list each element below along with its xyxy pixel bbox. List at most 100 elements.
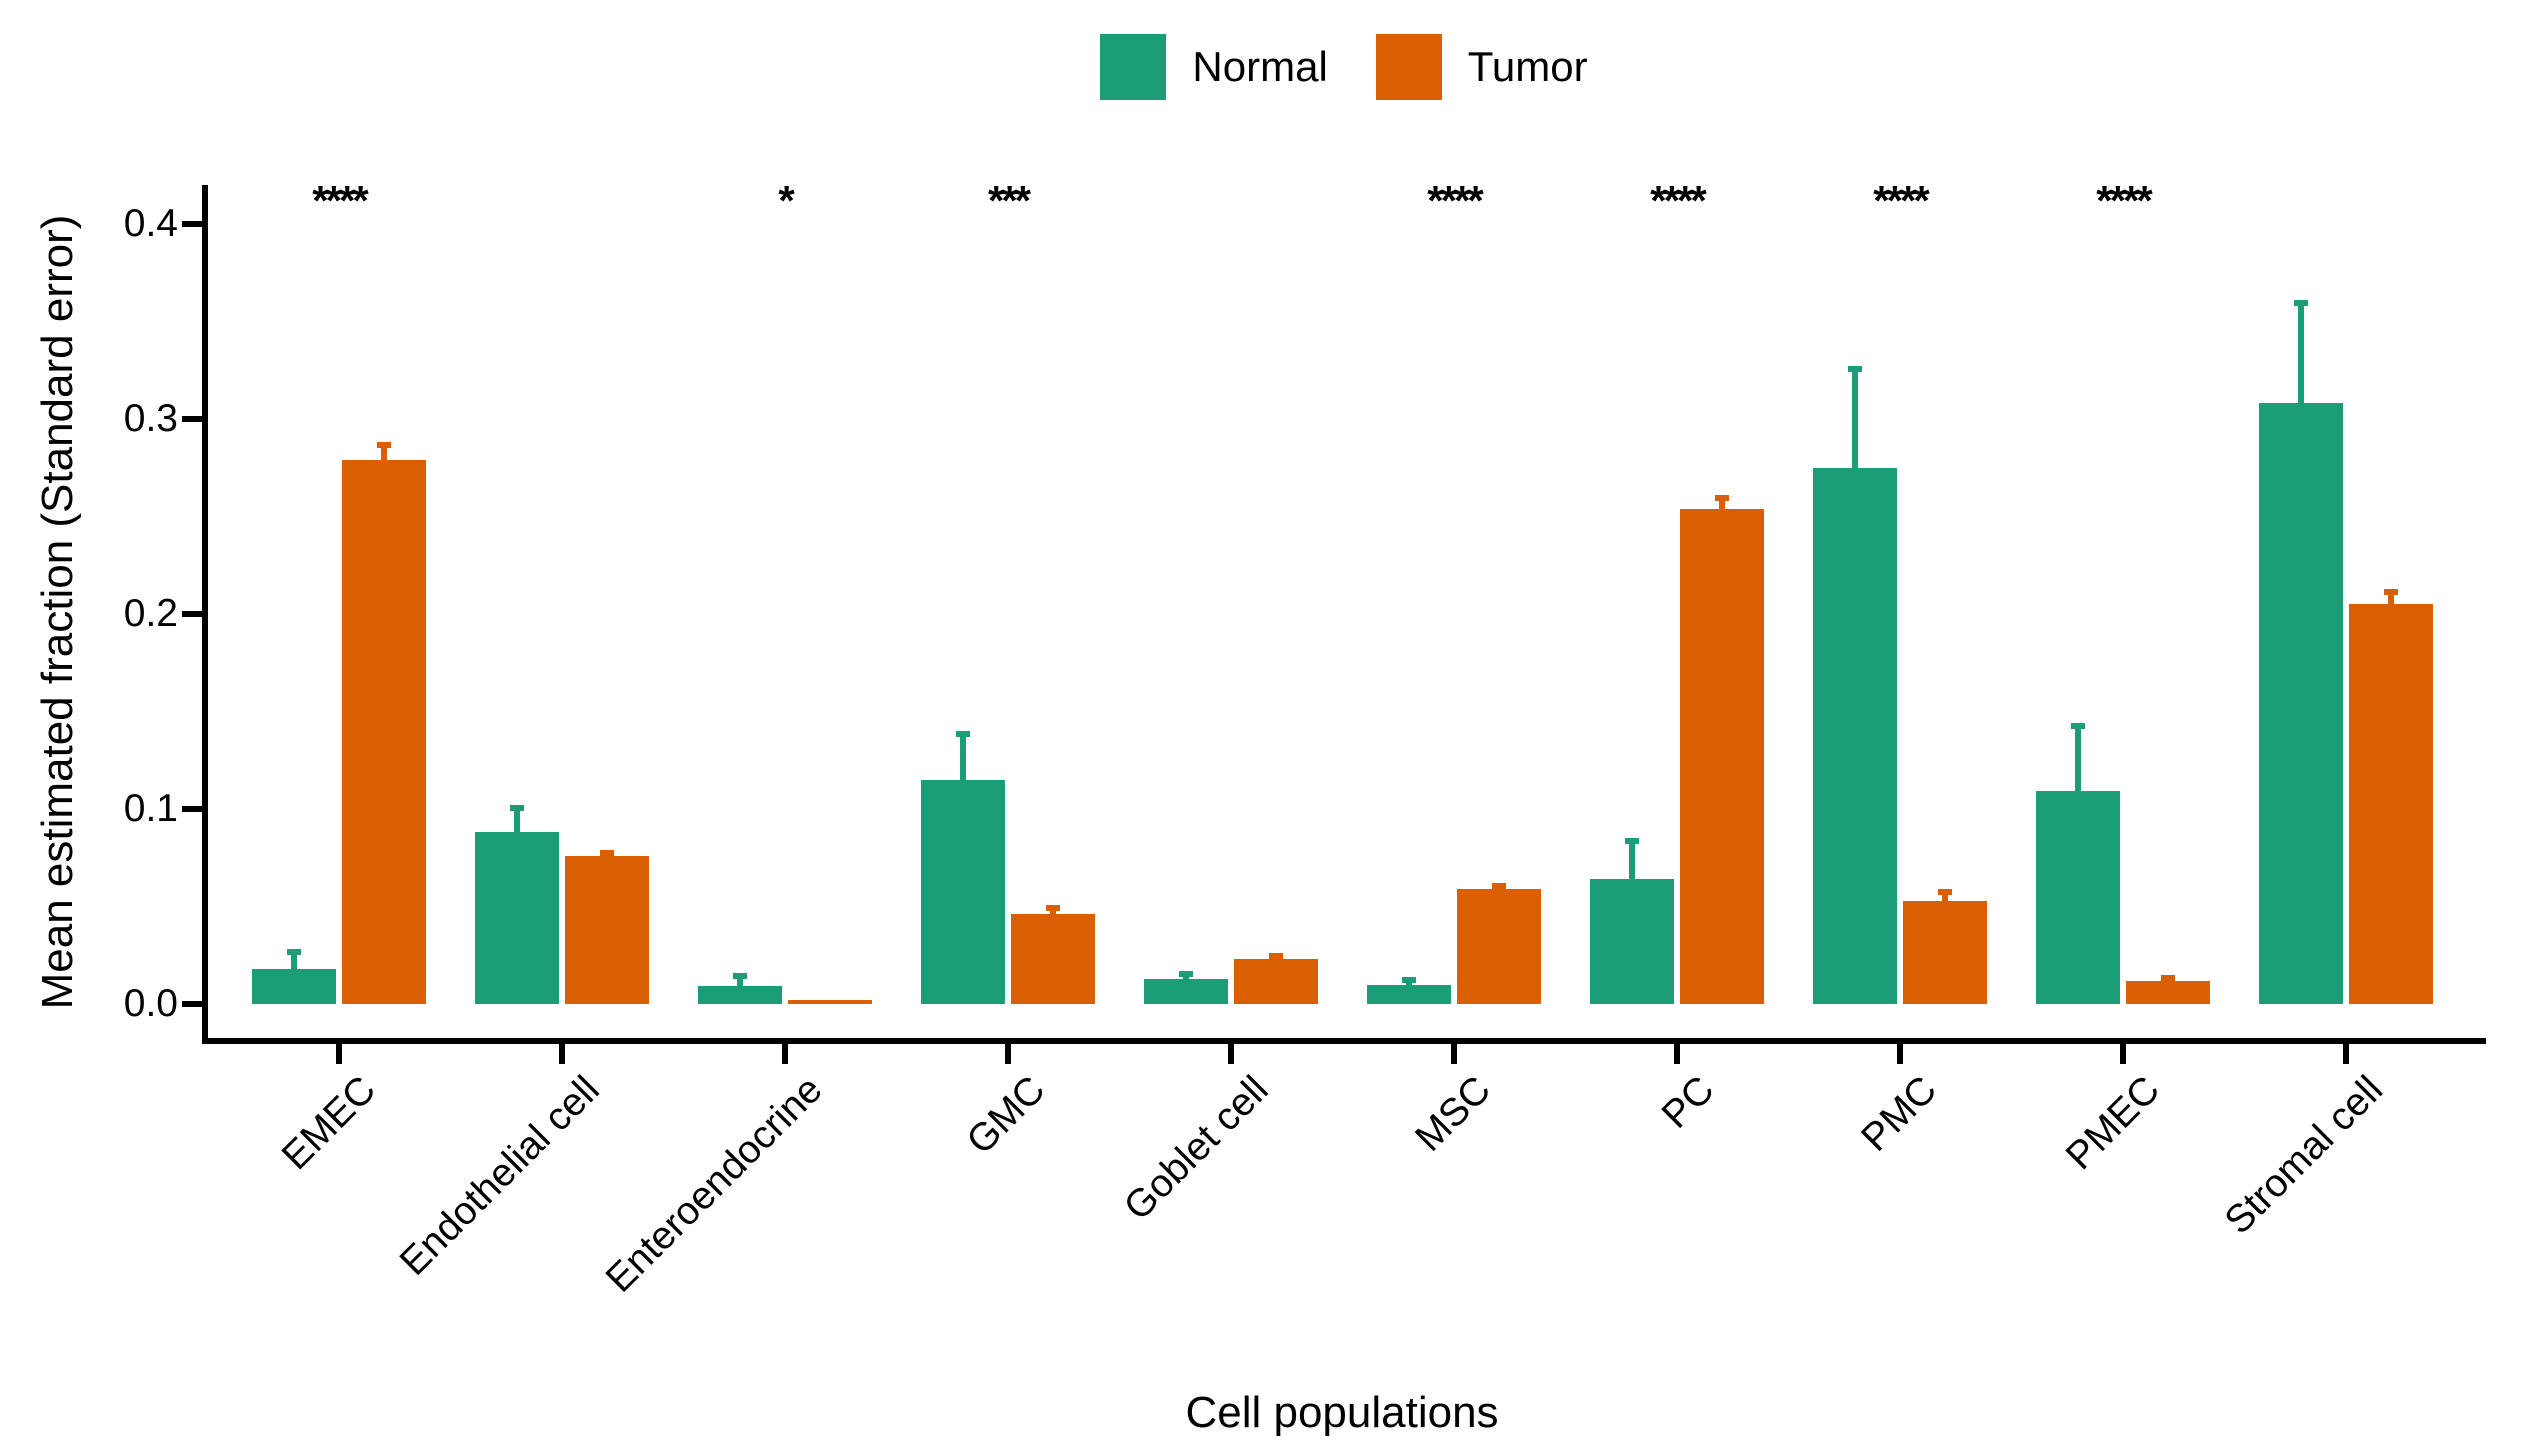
errorbar-line-normal-pc bbox=[1629, 838, 1635, 881]
x-tick-goblet-cell bbox=[1228, 1044, 1234, 1064]
bar-tumor-pmec bbox=[2126, 980, 2210, 1004]
errorbar-cap-normal-pc bbox=[1625, 838, 1639, 845]
legend-label-normal: Normal bbox=[1192, 43, 1328, 90]
errorbar-line-normal-gmc bbox=[960, 731, 966, 781]
errorbar-line-tumor-emec bbox=[381, 442, 387, 461]
significance-stars-pc: **** bbox=[1650, 177, 1706, 224]
x-tick-label-endothelial-cell: Endothelial cell bbox=[391, 1068, 608, 1284]
bar-tumor-pc bbox=[1680, 508, 1764, 1004]
errorbar-line-normal-emec bbox=[291, 949, 297, 970]
bar-tumor-stromal-cell bbox=[2349, 604, 2433, 1004]
errorbar-cap-tumor-emec bbox=[377, 442, 391, 449]
significance-stars-gmc: *** bbox=[987, 177, 1031, 224]
x-tick-label-enteroendocrine: Enteroendocrine bbox=[597, 1068, 831, 1301]
bar-normal-enteroendocrine bbox=[698, 986, 782, 1004]
x-tick-label-pmec: PMEC bbox=[2058, 1068, 2169, 1179]
errorbar-line-tumor-stromal-cell bbox=[2388, 588, 2394, 606]
errorbar-cap-normal-pmc bbox=[1848, 366, 1862, 373]
y-tick-label-0.3: 0.3 bbox=[123, 397, 178, 440]
x-tick-label-emec: EMEC bbox=[274, 1068, 385, 1179]
errorbar-cap-tumor-stromal-cell bbox=[2384, 588, 2398, 595]
x-tick-label-stromal-cell: Stromal cell bbox=[2216, 1068, 2392, 1243]
errorbar-cap-normal-emec bbox=[287, 949, 301, 956]
bar-tumor-msc bbox=[1457, 888, 1541, 1004]
legend-item-tumor: Tumor bbox=[1375, 34, 1588, 100]
significance-stars-pmc: **** bbox=[1873, 177, 1929, 224]
bar-tumor-emec bbox=[342, 459, 426, 1004]
legend-item-normal: Normal bbox=[1100, 34, 1328, 100]
x-tick-label-pmc: PMC bbox=[1853, 1068, 1946, 1160]
y-tick-label-0.4: 0.4 bbox=[123, 202, 178, 245]
x-tick-pc bbox=[1674, 1044, 1680, 1064]
errorbar-line-normal-stromal-cell bbox=[2298, 300, 2304, 405]
errorbar-cap-normal-msc bbox=[1402, 976, 1416, 983]
bar-normal-gmc bbox=[921, 779, 1005, 1004]
bar-normal-pc bbox=[1590, 879, 1674, 1004]
legend-swatch-tumor bbox=[1375, 34, 1442, 100]
x-tick-msc bbox=[1451, 1044, 1457, 1064]
bar-normal-msc bbox=[1367, 984, 1451, 1004]
y-tick-0.0 bbox=[182, 1001, 202, 1007]
bar-tumor-gmc bbox=[1011, 914, 1095, 1004]
x-tick-endothelial-cell bbox=[559, 1044, 565, 1064]
bar-tumor-goblet-cell bbox=[1234, 959, 1318, 1004]
legend: Normal Tumor bbox=[202, 34, 2486, 100]
errorbar-cap-normal-stromal-cell bbox=[2294, 300, 2308, 307]
x-tick-label-gmc: GMC bbox=[958, 1068, 1054, 1163]
y-tick-0.1 bbox=[182, 806, 202, 812]
x-tick-label-msc: MSC bbox=[1407, 1068, 1500, 1160]
y-tick-0.4 bbox=[182, 221, 202, 227]
errorbar-line-normal-enteroendocrine bbox=[737, 972, 743, 988]
bar-normal-endothelial-cell bbox=[475, 832, 559, 1004]
significance-stars-pmec: **** bbox=[2096, 177, 2152, 224]
y-tick-0.2 bbox=[182, 611, 202, 617]
errorbar-line-normal-pmec bbox=[2075, 723, 2081, 793]
errorbar-cap-normal-endothelial-cell bbox=[510, 805, 524, 812]
errorbar-line-normal-endothelial-cell bbox=[514, 805, 520, 834]
errorbar-cap-tumor-endothelial-cell bbox=[600, 849, 614, 856]
significance-stars-enteroendocrine: * bbox=[778, 177, 794, 224]
errorbar-line-normal-pmc bbox=[1852, 366, 1858, 469]
bar-tumor-enteroendocrine bbox=[788, 1000, 872, 1004]
errorbar-cap-normal-enteroendocrine bbox=[733, 972, 747, 979]
bar-normal-stromal-cell bbox=[2259, 403, 2343, 1004]
errorbar-cap-tumor-msc bbox=[1492, 883, 1506, 890]
x-tick-gmc bbox=[1005, 1044, 1011, 1064]
significance-stars-emec: **** bbox=[312, 177, 368, 224]
errorbar-cap-normal-goblet-cell bbox=[1179, 970, 1193, 977]
y-axis-title: Mean estimated fraction (Standard error) bbox=[33, 214, 82, 1010]
bar-normal-emec bbox=[252, 968, 336, 1004]
errorbar-cap-tumor-gmc bbox=[1046, 904, 1060, 911]
errorbar-cap-normal-gmc bbox=[956, 731, 970, 737]
x-tick-pmec bbox=[2120, 1044, 2126, 1064]
bar-normal-goblet-cell bbox=[1144, 978, 1228, 1004]
x-tick-emec bbox=[336, 1044, 342, 1064]
significance-stars-msc: **** bbox=[1427, 177, 1483, 224]
errorbar-cap-tumor-pmec bbox=[2161, 974, 2175, 981]
y-tick-0.3 bbox=[182, 416, 202, 422]
errorbar-cap-tumor-goblet-cell bbox=[1269, 953, 1283, 960]
bar-tumor-endothelial-cell bbox=[565, 855, 649, 1004]
errorbar-line-tumor-pmc bbox=[1942, 888, 1948, 902]
bar-tumor-pmc bbox=[1903, 900, 1987, 1004]
x-tick-pmc bbox=[1897, 1044, 1903, 1064]
legend-label-tumor: Tumor bbox=[1467, 43, 1588, 90]
y-tick-label-0.2: 0.2 bbox=[123, 592, 178, 635]
y-axis-line bbox=[202, 185, 208, 1044]
bar-normal-pmc bbox=[1813, 467, 1897, 1004]
errorbar-cap-normal-pmec bbox=[2071, 723, 2085, 730]
y-tick-label-0.1: 0.1 bbox=[123, 787, 178, 830]
x-axis-line bbox=[202, 1038, 2486, 1044]
x-tick-label-pc: PC bbox=[1653, 1068, 1723, 1137]
x-axis-title: Cell populations bbox=[1185, 1388, 1499, 1437]
x-tick-label-goblet-cell: Goblet cell bbox=[1115, 1068, 1277, 1229]
legend-swatch-normal bbox=[1100, 34, 1167, 100]
x-tick-stromal-cell bbox=[2343, 1044, 2349, 1064]
bar-normal-pmec bbox=[2036, 791, 2120, 1004]
errorbar-cap-tumor-pc bbox=[1715, 495, 1729, 502]
errorbar-cap-tumor-pmc bbox=[1938, 888, 1952, 895]
x-tick-enteroendocrine bbox=[782, 1044, 788, 1064]
errorbar-line-tumor-pc bbox=[1719, 495, 1725, 510]
y-tick-label-0.0: 0.0 bbox=[123, 982, 178, 1025]
